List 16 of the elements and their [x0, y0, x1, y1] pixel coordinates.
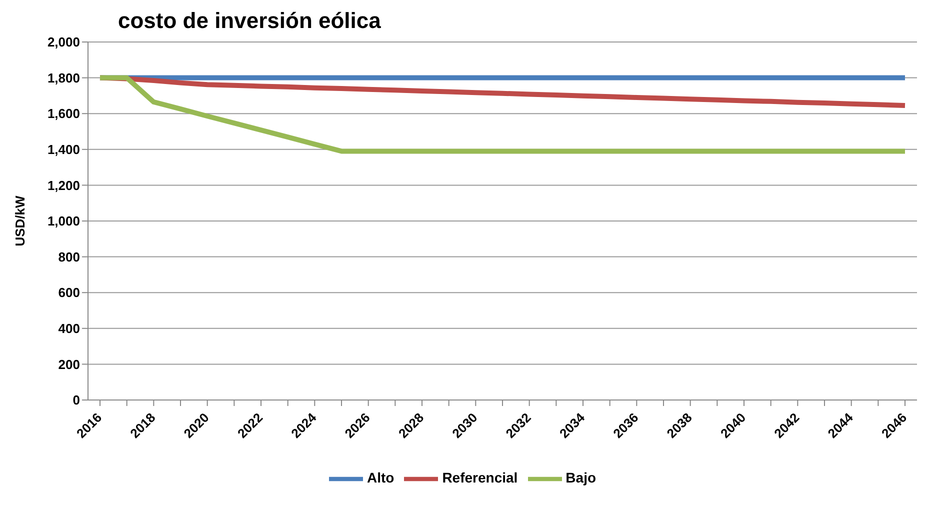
- y-tick-label: 200: [58, 356, 80, 372]
- y-axis-title: USD/kW: [12, 194, 28, 246]
- y-tick-label: 0: [72, 392, 80, 408]
- y-tick-label: 1,400: [47, 142, 80, 158]
- y-tick-label: 2,000: [47, 34, 80, 50]
- legend-label: Bajo: [566, 470, 596, 486]
- y-tick-label: 600: [58, 285, 80, 300]
- y-tick-label: 1,200: [47, 178, 80, 193]
- chart-title: costo de inversión eólica: [117, 8, 382, 34]
- legend-label: Alto: [366, 470, 394, 486]
- y-tick-label: 1,800: [47, 70, 80, 86]
- y-tick-label: 400: [58, 321, 80, 336]
- y-tick-label: 800: [58, 249, 80, 264]
- y-tick-label: 1,600: [47, 106, 80, 122]
- y-tick-label: 1,000: [47, 214, 80, 229]
- legend-label: Referencial: [442, 470, 518, 486]
